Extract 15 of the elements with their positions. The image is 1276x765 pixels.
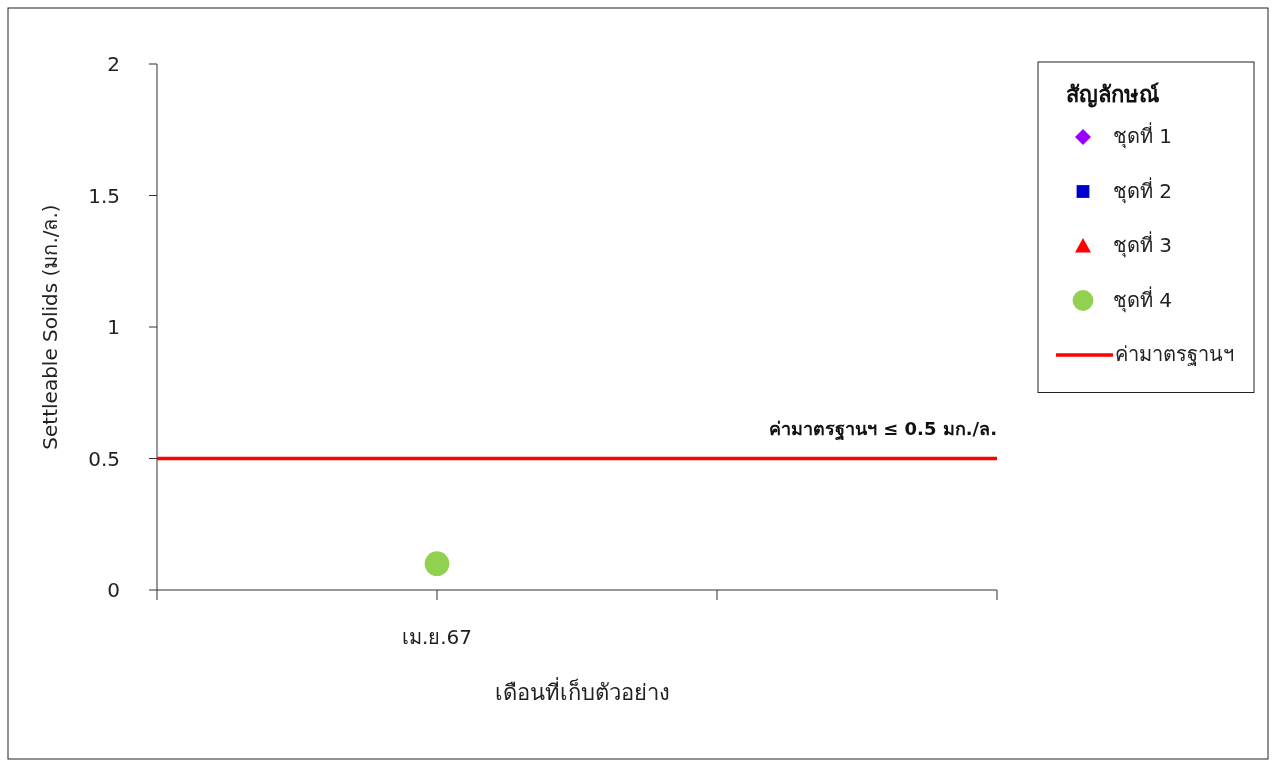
y-tick-label: 0	[107, 578, 120, 602]
y-tick-label: 0.5	[88, 446, 120, 471]
annotation: ค่ามาตรฐานฯ ≤ 0.5 มก./ล.	[768, 417, 997, 441]
legend-label: ชุดที่ 3	[1113, 231, 1173, 258]
legend-title: สัญลักษณ์	[1066, 82, 1159, 108]
y-tick-label: 2	[107, 52, 120, 76]
y-tick-label: 1	[107, 315, 120, 339]
x-tick-label: เม.ย.67	[401, 625, 473, 649]
y-axis-title: Settleable Solids (มก./ล.)	[38, 204, 62, 450]
x-axis-title: เดือนที่เก็บตัวอย่าง	[494, 677, 670, 705]
legend-label: ชุดที่ 4	[1113, 285, 1173, 313]
y-tick-label: 1.5	[88, 183, 120, 208]
legend-label: ชุดที่ 1	[1113, 122, 1173, 149]
legend-label: ชุดที่ 2	[1113, 176, 1173, 204]
legend-label: ค่ามาตรฐานฯ	[1115, 342, 1234, 366]
